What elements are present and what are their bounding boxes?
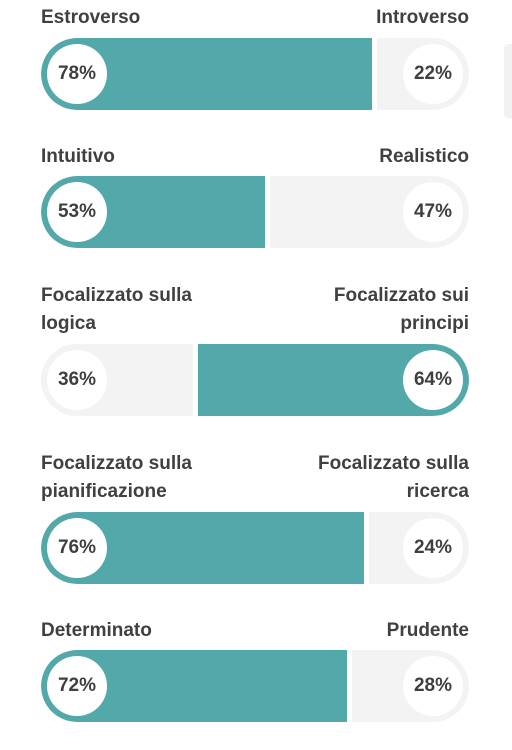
- right-percentage: 22%: [403, 44, 463, 104]
- left-percentage: 72%: [47, 656, 107, 716]
- trait-bar-divider: [346, 650, 352, 722]
- trait-bar-divider: [372, 38, 378, 110]
- trait-bar: 53% 47%: [41, 176, 469, 248]
- right-percentage: 24%: [403, 518, 463, 578]
- trait-left-label: Focalizzato sulla pianificazione: [41, 453, 192, 502]
- trait-bar-divider: [363, 512, 369, 584]
- trait-right-label: Focalizzato sulla ricerca: [318, 453, 469, 502]
- trait-estroverso-introverso: Estroverso Introverso 78% 22%: [41, 4, 469, 110]
- left-percentage: 36%: [47, 350, 107, 410]
- trait-logica-principi: Focalizzato sulla logica Focalizzato sui…: [41, 282, 469, 416]
- trait-intuitivo-realistico: Intuitivo Realistico 53% 47%: [41, 143, 469, 248]
- right-percentage: 64%: [403, 350, 463, 410]
- trait-bar: 36% 64%: [41, 344, 469, 416]
- side-panel-edge: [504, 44, 512, 118]
- trait-determinato-prudente: Determinato Prudente 72% 28%: [41, 617, 469, 722]
- left-percentage: 53%: [47, 182, 107, 242]
- right-percentage: 28%: [403, 656, 463, 716]
- right-percentage: 47%: [403, 182, 463, 242]
- trait-bar: 76% 24%: [41, 512, 469, 584]
- trait-left-label: Estroverso: [41, 7, 141, 28]
- left-percentage: 76%: [47, 518, 107, 578]
- trait-left-label: Intuitivo: [41, 146, 115, 167]
- trait-bar: 78% 22%: [41, 38, 469, 110]
- trait-left-label: Determinato: [41, 620, 152, 641]
- trait-right-label: Focalizzato sui principi: [333, 285, 469, 334]
- trait-right-label: Introverso: [376, 7, 469, 28]
- trait-pianificazione-ricerca: Focalizzato sulla pianificazione Focaliz…: [41, 450, 469, 584]
- left-percentage: 78%: [47, 44, 107, 104]
- trait-bar-divider: [265, 176, 271, 248]
- trait-right-label: Realistico: [379, 146, 469, 167]
- trait-left-label: Focalizzato sulla logica: [41, 285, 192, 334]
- trait-right-label: Prudente: [386, 620, 469, 641]
- trait-bar-divider: [192, 344, 198, 416]
- trait-bar: 72% 28%: [41, 650, 469, 722]
